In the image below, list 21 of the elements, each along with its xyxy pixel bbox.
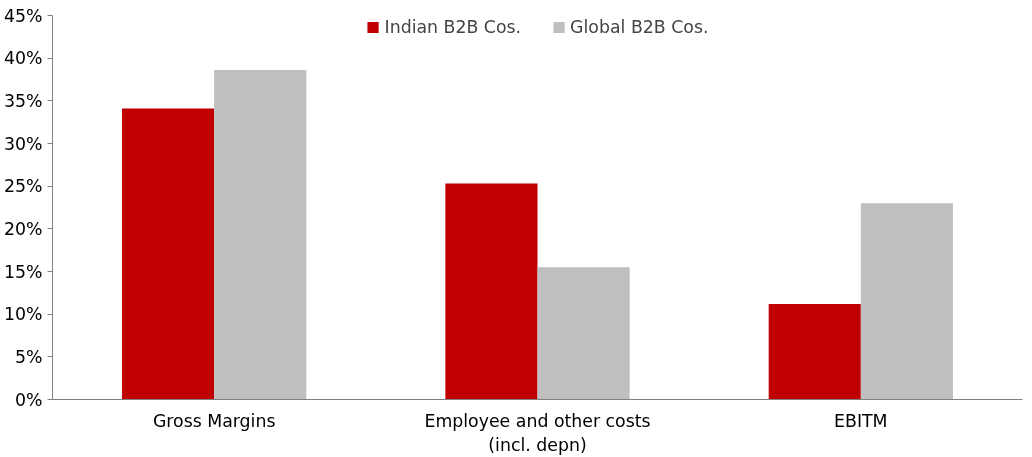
y-tick-label: 20% xyxy=(3,218,43,239)
bar xyxy=(214,70,307,400)
legend-label: Global B2B Cos. xyxy=(570,17,709,37)
y-tick-label: 35% xyxy=(3,90,43,111)
y-tick-label: 15% xyxy=(3,261,43,282)
bar xyxy=(122,108,215,400)
y-tick-label: 45% xyxy=(3,5,43,26)
y-tick-label: 25% xyxy=(3,176,43,197)
bar xyxy=(768,303,861,400)
x-tick-label: Employee and other costs (incl. depn) xyxy=(424,410,651,455)
y-tick-label: 0% xyxy=(15,389,43,410)
y-tick-label: 30% xyxy=(3,133,43,154)
bar xyxy=(537,267,630,400)
x-tick-label: EBITM xyxy=(834,410,888,431)
legend-label: Indian B2B Cos. xyxy=(384,17,522,37)
bar xyxy=(445,183,538,400)
bar xyxy=(860,203,953,400)
y-tick-label: 10% xyxy=(3,304,43,325)
y-tick-label: 5% xyxy=(15,346,43,367)
x-tick-label: Gross Margins xyxy=(152,410,276,431)
y-tick-label: 40% xyxy=(3,48,43,69)
